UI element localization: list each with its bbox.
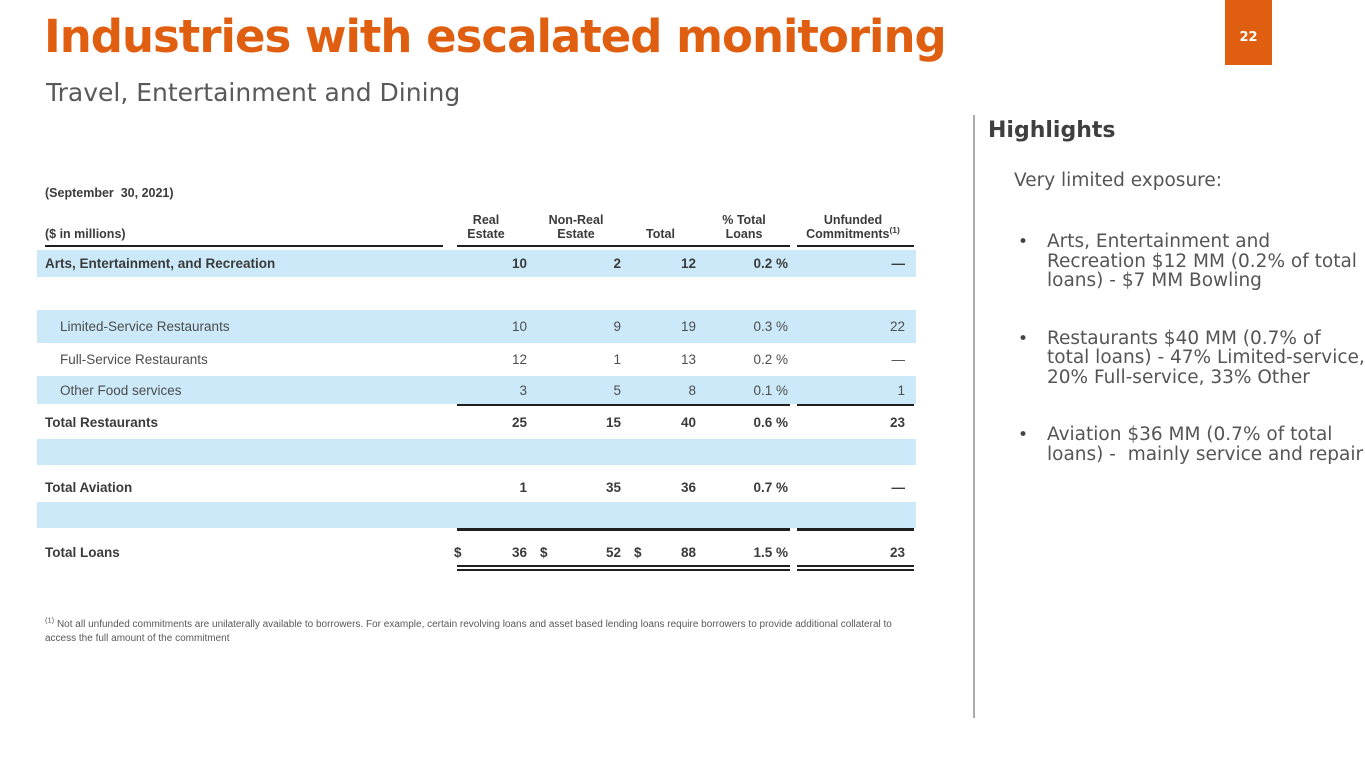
highlight-bullet-aviation: • Aviation $36 MM (0.7% of total loans) … bbox=[1018, 424, 1364, 465]
table-header-rule bbox=[37, 245, 916, 247]
table-spacer bbox=[37, 465, 916, 473]
table-units-label: ($ in millions) bbox=[45, 227, 126, 241]
bullet-icon: • bbox=[1018, 425, 1029, 445]
page-number: 22 bbox=[1239, 30, 1258, 45]
table-spacer-row bbox=[37, 502, 916, 528]
dollar-sign: $ bbox=[540, 545, 548, 560]
table-grand-total-rule bbox=[37, 565, 916, 571]
dollar-sign: $ bbox=[454, 545, 462, 560]
highlight-bullet-arts: • Arts, Entertainment and Recreation $12… bbox=[1018, 231, 1363, 291]
col-header-real-estate: Real Estate bbox=[467, 213, 505, 241]
table-header-row: ($ in millions) Real Estate Non-Real Estat… bbox=[37, 208, 916, 245]
page-subtitle: Travel, Entertainment and Dining bbox=[46, 78, 461, 107]
table-date-label: (September 30, 2021) bbox=[45, 186, 174, 200]
table-row-total-restaurants: Total Restaurants 25 15 40 0.6 % 23 bbox=[45, 415, 905, 430]
bullet-icon: • bbox=[1018, 328, 1029, 349]
table-row-full-service: Full-Service Restaurants 12 1 13 0.2 % — bbox=[60, 352, 905, 367]
table-row-arts: Arts, Entertainment, and Recreation 10 2… bbox=[37, 250, 916, 277]
table-row-total-aviation: Total Aviation 1 35 36 0.7 % — bbox=[45, 479, 905, 495]
footnote-ref: (1) bbox=[889, 224, 900, 235]
table-row-total-loans: Total Loans $ 36 $ 52 $ 88 1.5 % 23 bbox=[45, 545, 905, 560]
table-spacer-row bbox=[37, 439, 916, 465]
col-header-total: Total bbox=[646, 227, 675, 241]
col-header-pct-total-loans: % Total Loans bbox=[722, 213, 766, 241]
highlights-bullet-list: • Arts, Entertainment and Recreation $12… bbox=[1018, 232, 1365, 464]
table-spacer bbox=[37, 277, 916, 310]
table-subtotal-rule bbox=[37, 404, 916, 406]
footnote: (1) Not all unfunded commitments are uni… bbox=[45, 615, 892, 644]
highlights-title: Highlights bbox=[988, 118, 1116, 143]
exposure-table: (September 30, 2021) ($ in millions) Rea… bbox=[37, 186, 916, 571]
dollar-sign: $ bbox=[634, 545, 642, 560]
page-number-box: 22 bbox=[1225, 0, 1272, 65]
footnote-marker: (1) bbox=[45, 615, 55, 625]
table-row-limited-service: Limited-Service Restaurants 10 9 19 0.3 … bbox=[37, 310, 916, 343]
highlight-bullet-restaurants: • Restaurants $40 MM (0.7% of total loan… bbox=[1018, 327, 1365, 388]
col-header-non-real-estate: Non-Real Estate bbox=[548, 213, 604, 241]
highlights-intro: Very limited exposure: bbox=[1014, 170, 1222, 191]
bullet-icon: • bbox=[1018, 232, 1029, 252]
table-spacer bbox=[37, 531, 916, 540]
highlights-divider-line bbox=[973, 115, 975, 718]
col-header-unfunded-commitments: Unfunded Commitments(1) bbox=[806, 213, 900, 241]
table-total-rule bbox=[37, 528, 916, 531]
table-row-other-food: Other Food services 3 5 8 0.1 % 1 bbox=[37, 376, 916, 404]
page-title: Industries with escalated monitoring bbox=[44, 10, 947, 63]
highlights-panel: Highlights Very limited exposure: • Arts… bbox=[988, 118, 1365, 502]
